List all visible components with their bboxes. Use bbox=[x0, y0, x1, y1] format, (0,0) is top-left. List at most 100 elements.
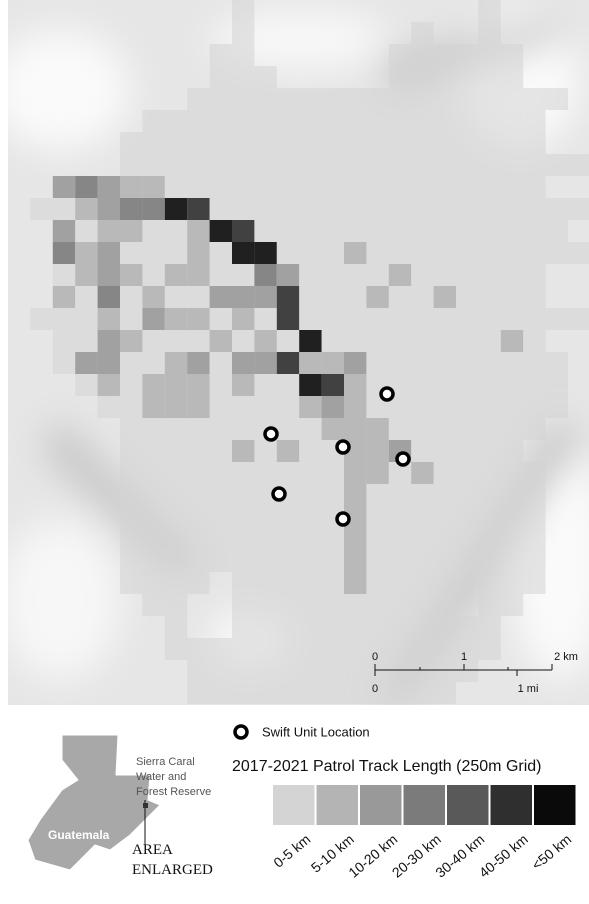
legend-swatch bbox=[491, 785, 533, 825]
grid-cell bbox=[478, 22, 500, 44]
grid-cell bbox=[344, 396, 366, 418]
grid-cell bbox=[299, 528, 321, 550]
grid-cell bbox=[232, 418, 254, 440]
grid-cell bbox=[456, 638, 478, 660]
grid-cell bbox=[456, 330, 478, 352]
grid-cell bbox=[165, 308, 187, 330]
grid-cell bbox=[501, 264, 523, 286]
grid-cell bbox=[120, 352, 142, 374]
grid-cell bbox=[344, 660, 366, 682]
grid-cell bbox=[210, 264, 232, 286]
grid-cell bbox=[165, 396, 187, 418]
grid-cell bbox=[344, 176, 366, 198]
grid-cell bbox=[210, 484, 232, 506]
grid-cell bbox=[210, 550, 232, 572]
grid-cell bbox=[187, 418, 209, 440]
grid-cell bbox=[232, 220, 254, 242]
grid-cell bbox=[344, 682, 366, 704]
grid-cell bbox=[389, 330, 411, 352]
grid-cell bbox=[165, 374, 187, 396]
grid-cell bbox=[344, 286, 366, 308]
grid-cell bbox=[478, 44, 500, 66]
grid-cell bbox=[434, 374, 456, 396]
grid-cell bbox=[299, 572, 321, 594]
grid-cell bbox=[434, 242, 456, 264]
grid-cell bbox=[478, 352, 500, 374]
grid-cell bbox=[456, 396, 478, 418]
grid-cell bbox=[254, 308, 276, 330]
grid-cell bbox=[30, 198, 52, 220]
grid-cell bbox=[389, 484, 411, 506]
grid-cell bbox=[277, 330, 299, 352]
grid-cell bbox=[568, 198, 589, 220]
grid-cell bbox=[210, 110, 232, 132]
grid-cell bbox=[142, 330, 164, 352]
grid-cell bbox=[322, 572, 344, 594]
grid-cell bbox=[389, 66, 411, 88]
grid-cell bbox=[210, 308, 232, 330]
grid-cell bbox=[165, 176, 187, 198]
grid-cell bbox=[254, 594, 276, 616]
grid-cell bbox=[366, 264, 388, 286]
grid-cell bbox=[254, 462, 276, 484]
grid-cell bbox=[434, 638, 456, 660]
grid-cell bbox=[232, 616, 254, 638]
grid-cell bbox=[299, 462, 321, 484]
grid-cell bbox=[165, 352, 187, 374]
grid-cell bbox=[366, 418, 388, 440]
grid-cell bbox=[75, 352, 97, 374]
grid-cell bbox=[210, 528, 232, 550]
grid-cell bbox=[53, 352, 75, 374]
grid-cell bbox=[254, 154, 276, 176]
grid-cell bbox=[366, 330, 388, 352]
grid-cell bbox=[232, 440, 254, 462]
grid-cell bbox=[254, 264, 276, 286]
grid-cell bbox=[501, 440, 523, 462]
grid-cell bbox=[277, 264, 299, 286]
grid-cell bbox=[210, 66, 232, 88]
grid-cell bbox=[434, 616, 456, 638]
grid-cell bbox=[411, 352, 433, 374]
grid-cell bbox=[232, 594, 254, 616]
grid-cell bbox=[299, 418, 321, 440]
grid-cell bbox=[165, 550, 187, 572]
grid-cell bbox=[299, 88, 321, 110]
grid-cell bbox=[120, 176, 142, 198]
grid-cell bbox=[277, 308, 299, 330]
grid-cell bbox=[523, 286, 545, 308]
grid-cell bbox=[187, 176, 209, 198]
grid-cell bbox=[120, 550, 142, 572]
grid-cell bbox=[434, 110, 456, 132]
grid-cell bbox=[322, 308, 344, 330]
grid-cell bbox=[478, 572, 500, 594]
grid-cell bbox=[232, 528, 254, 550]
grid-cell bbox=[277, 550, 299, 572]
grid-cell bbox=[478, 88, 500, 110]
grid-cell bbox=[254, 616, 276, 638]
scale-label: 0 bbox=[372, 683, 378, 695]
grid-cell bbox=[210, 132, 232, 154]
grid-cell bbox=[411, 88, 433, 110]
legend-marker bbox=[235, 726, 247, 738]
grid-cell bbox=[411, 572, 433, 594]
grid-cell bbox=[434, 418, 456, 440]
grid-cell bbox=[187, 88, 209, 110]
legend-swatch bbox=[447, 785, 489, 825]
grid-cell bbox=[344, 154, 366, 176]
grid-cell bbox=[366, 572, 388, 594]
grid-cell bbox=[434, 594, 456, 616]
reserve-box bbox=[143, 803, 148, 808]
grid-cell bbox=[187, 528, 209, 550]
grid-cell bbox=[277, 110, 299, 132]
grid-cell bbox=[187, 198, 209, 220]
legend-swatch bbox=[360, 785, 402, 825]
grid-cell bbox=[501, 88, 523, 110]
grid-cell bbox=[456, 110, 478, 132]
grid-cell bbox=[344, 242, 366, 264]
grid-cell bbox=[232, 352, 254, 374]
grid-cell bbox=[254, 396, 276, 418]
grid-cell bbox=[523, 550, 545, 572]
grid-cell bbox=[456, 374, 478, 396]
grid-cell bbox=[322, 132, 344, 154]
grid-cell bbox=[478, 66, 500, 88]
